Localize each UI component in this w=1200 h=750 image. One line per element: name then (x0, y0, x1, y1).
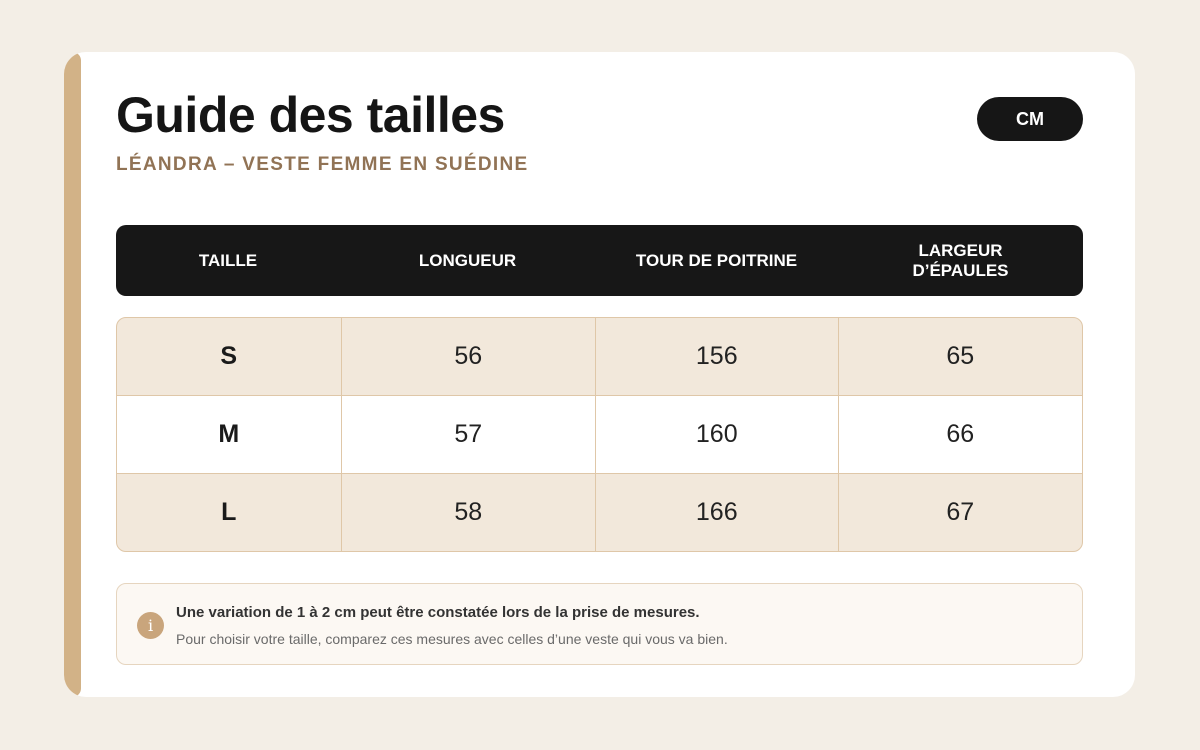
size-cell: L (221, 498, 237, 526)
size-cell: S (220, 342, 238, 370)
chest-cell: 166 (595, 474, 838, 551)
shoulders-cell: 65 (837, 318, 1083, 395)
page-title: Guide des tailles (116, 87, 505, 143)
size-table-body: S 56 156 65 M 57 160 66 L 58 166 67 (116, 317, 1083, 552)
accent-bar (64, 52, 81, 697)
length-cell: 58 (340, 474, 595, 551)
shoulders-cell: 67 (837, 474, 1083, 551)
length-cell: 56 (340, 318, 595, 395)
column-header-length: LONGUEUR (418, 250, 517, 270)
unit-toggle-button[interactable]: CM (977, 97, 1083, 141)
table-row: L 58 166 67 (116, 473, 1083, 552)
chest-cell: 160 (595, 396, 838, 473)
size-cell: M (218, 420, 240, 448)
product-subtitle: LÉANDRA – VESTE FEMME EN SUÉDINE (116, 154, 529, 175)
shoulders-cell: 66 (837, 396, 1083, 473)
note-headline: Une variation de 1 à 2 cm peut être cons… (176, 604, 700, 621)
length-cell: 57 (340, 396, 595, 473)
chest-cell: 156 (595, 318, 838, 395)
table-row: S 56 156 65 (116, 317, 1083, 396)
column-header-shoulders: LARGEUR D’ÉPAULES (912, 240, 1009, 280)
column-header-chest: TOUR DE POITRINE (635, 250, 798, 270)
table-header: TAILLE LONGUEUR TOUR DE POITRINE LARGEUR… (116, 225, 1083, 296)
table-row: M 57 160 66 (116, 395, 1083, 474)
info-icon: i (137, 612, 164, 639)
measurement-note: i Une variation de 1 à 2 cm peut être co… (116, 583, 1083, 665)
note-description: Pour choisir votre taille, comparez ces … (176, 631, 728, 647)
column-header-size: TAILLE (198, 250, 258, 270)
size-guide-card: Guide des tailles LÉANDRA – VESTE FEMME … (64, 52, 1135, 697)
